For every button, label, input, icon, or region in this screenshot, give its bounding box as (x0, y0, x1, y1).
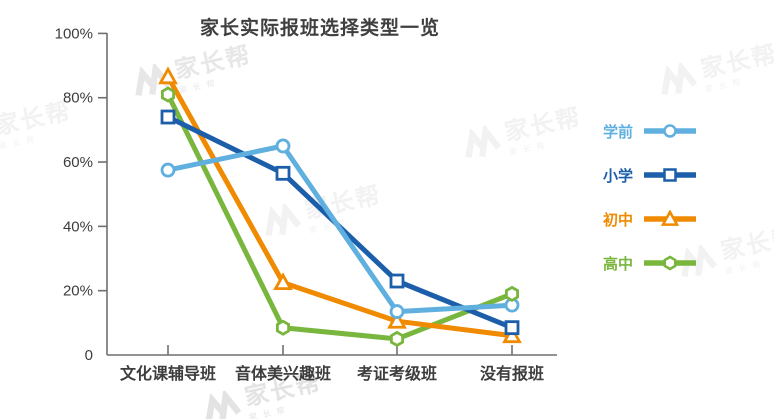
hexagon-marker (504, 285, 519, 303)
series-markers-小学 (160, 109, 520, 336)
circle-marker (160, 162, 176, 178)
series-markers-学前 (160, 138, 520, 319)
hexagon-marker (275, 319, 291, 336)
watermark-jiazhangbang: 家长帮 家长帮 (656, 41, 774, 104)
legend-label: 小学 (603, 167, 634, 185)
hexagon-marker (389, 330, 405, 348)
legend-label: 初中 (603, 211, 634, 229)
series-line-高中 (165, 92, 515, 342)
y-tick-label: 100% (55, 25, 93, 42)
legend-marker-circle (642, 124, 698, 138)
series-markers-初中 (158, 66, 522, 344)
triangle-marker (387, 310, 407, 329)
legend-item-xueqian: 学前 (603, 122, 698, 141)
series-line-小学 (165, 114, 515, 331)
square-marker (663, 168, 677, 182)
axes: 0 20% 40% 60% 80% 100% 文化课辅导班 音体美兴趣班 考证考级班 没有报班 (55, 25, 557, 383)
series-markers-高中 (160, 86, 519, 348)
chart-title: 家长实际报班选择类型一览 (199, 18, 440, 39)
triangle-marker (660, 209, 680, 226)
triangle-marker (273, 272, 293, 291)
x-category-label: 没有报班 (480, 364, 544, 383)
x-category-label: 音体美兴趣班 (235, 364, 331, 383)
chart-legend: 学前 小学 初中 高中 (603, 122, 698, 298)
y-tick-label: 40% (63, 218, 93, 235)
circle-marker (275, 138, 291, 154)
legend-marker-hexagon (642, 255, 698, 271)
y-tick-label: 0 (85, 347, 93, 364)
circle-marker (389, 304, 405, 319)
circle-marker (663, 124, 677, 138)
square-marker (504, 320, 520, 336)
hexagon-marker (160, 86, 176, 103)
y-tick-label: 20% (63, 283, 93, 300)
legend-swatch-triangle (642, 209, 698, 228)
legend-item-chuzhong: 初中 (603, 209, 698, 229)
y-tick-label: 60% (63, 154, 93, 171)
triangle-marker (158, 66, 178, 85)
series-line-初中 (165, 74, 515, 339)
legend-swatch-square (642, 166, 698, 184)
legend-item-gaozhong: 高中 (603, 254, 698, 273)
legend-swatch-hexagon (642, 254, 698, 272)
y-tick-label: 80% (63, 90, 93, 107)
legend-label: 高中 (603, 255, 634, 273)
legend-item-xiaoxue: 小学 (603, 166, 698, 185)
legend-swatch-circle (642, 122, 698, 140)
series-line-学前 (165, 143, 515, 315)
square-marker (389, 273, 405, 289)
x-category-label: 文化课辅导班 (120, 364, 216, 383)
legend-label: 学前 (603, 123, 634, 141)
line-chart: 0 20% 40% 60% 80% 100% 文化课辅导班 音体美兴趣班 考证考级班 没有报班 (55, 25, 557, 383)
square-marker (275, 165, 291, 181)
jiazhangbang-logo-icon (661, 60, 698, 95)
square-marker (160, 109, 176, 125)
legend-marker-square (642, 168, 698, 182)
x-category-label: 考证考级班 (357, 364, 437, 383)
legend-marker-triangle (642, 209, 698, 226)
hexagon-marker (663, 255, 677, 271)
